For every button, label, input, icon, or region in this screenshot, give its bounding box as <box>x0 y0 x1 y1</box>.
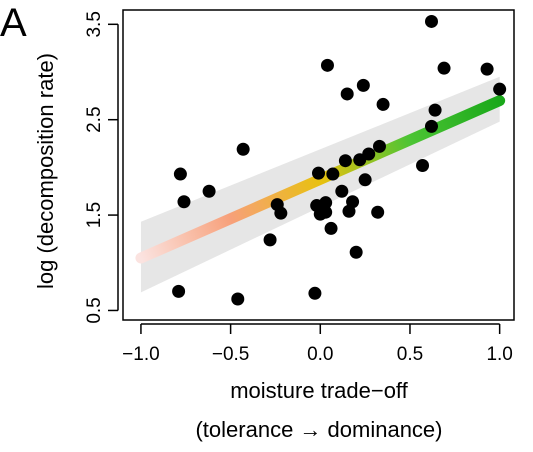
x-axis-title-line1: moisture trade−off <box>230 378 408 403</box>
data-point-4 <box>172 284 186 298</box>
data-point-37 <box>480 62 494 76</box>
data-point-24 <box>358 173 372 187</box>
x-axis: −1.0 −0.5 0.0 0.5 1.0 <box>122 323 513 365</box>
data-point-10 <box>308 286 322 300</box>
data-point-14 <box>319 196 333 210</box>
x-axis-title-line2: (tolerance → dominance) <box>195 417 442 442</box>
data-points <box>172 14 507 306</box>
data-point-29 <box>340 87 354 101</box>
data-point-25 <box>362 147 376 161</box>
x-tick-label: −1.0 <box>122 344 160 365</box>
panel-label: A <box>0 1 27 45</box>
data-point-32 <box>416 158 430 172</box>
data-point-5 <box>231 292 245 306</box>
data-point-3 <box>202 184 216 198</box>
data-point-33 <box>424 119 438 133</box>
data-point-9 <box>274 206 288 220</box>
data-point-36 <box>437 61 451 75</box>
y-axis-title: log (decomposition rate) <box>33 53 58 289</box>
x-tick-label: 1.0 <box>486 344 512 365</box>
data-point-34 <box>428 103 442 117</box>
y-tick-label: 3.5 <box>84 11 105 37</box>
data-point-17 <box>326 167 340 181</box>
data-point-6 <box>236 142 250 156</box>
y-tick-label: 2.5 <box>84 106 105 132</box>
data-point-28 <box>376 97 390 111</box>
x-tick-label: 0.5 <box>397 344 423 365</box>
y-tick-label: 1.5 <box>84 202 105 228</box>
data-point-12 <box>312 166 325 180</box>
data-point-22 <box>349 245 363 259</box>
data-point-31 <box>320 58 334 72</box>
y-tick-label: 0.5 <box>84 297 105 323</box>
x-tick-label: −0.5 <box>212 344 250 365</box>
data-point-26 <box>371 205 385 219</box>
data-point-15 <box>319 205 333 219</box>
data-point-21 <box>346 195 360 209</box>
data-point-30 <box>356 78 370 92</box>
data-point-27 <box>372 139 386 153</box>
data-point-1 <box>173 167 187 181</box>
data-point-35 <box>424 14 438 28</box>
data-point-2 <box>177 195 191 209</box>
y-axis: 0.5 1.5 2.5 3.5 <box>84 11 119 324</box>
data-point-38 <box>493 82 507 96</box>
data-point-7 <box>263 233 277 247</box>
data-point-16 <box>324 221 338 235</box>
data-point-18 <box>335 184 349 198</box>
x-tick-label: 0.0 <box>307 344 333 365</box>
data-point-19 <box>338 154 352 168</box>
plot-frame <box>122 9 515 321</box>
